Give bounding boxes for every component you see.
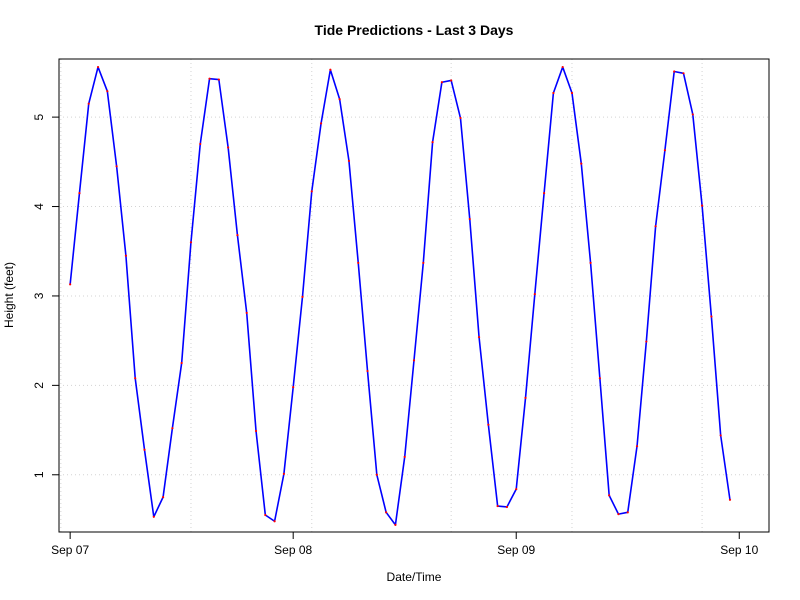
data-point [598,377,601,380]
data-point [366,369,369,373]
data-point [329,68,332,71]
data-point [115,165,118,168]
data-point [719,434,722,437]
data-point [143,448,146,451]
data-point [635,445,639,448]
data-point [385,511,388,514]
data-point [310,190,313,193]
y-tick-label: 2 [32,382,46,389]
data-point [570,91,574,95]
data-point [96,65,100,69]
data-point [459,116,462,120]
x-axis-label: Date/Time [387,570,442,584]
data-point [189,241,193,244]
chart-title: Tide Predictions - Last 3 Days [315,22,514,38]
data-point [69,283,72,286]
data-point [236,234,239,237]
plot-frame [58,58,770,533]
data-point [171,427,174,430]
series-line [69,66,731,526]
data-point [217,78,220,81]
data-point [654,225,657,228]
axis-layer: Sep 07 Sep 08 Sep 09 Sep 10 1 2 3 4 5 [32,113,759,557]
data-point [589,261,592,264]
data-point [626,511,629,514]
data-point [357,261,360,264]
data-point [227,146,230,149]
data-point [87,102,90,105]
data-point [468,217,471,221]
data-point [431,141,434,144]
data-point [673,70,676,73]
data-point [496,504,499,508]
data-point [78,192,81,195]
data-point [422,261,425,264]
x-tick-label: Sep 08 [274,543,312,557]
data-point [608,494,611,497]
data-point [264,513,267,517]
x-tick-label: Sep 10 [720,543,758,557]
y-tick-label: 4 [32,203,46,210]
data-point [533,293,536,296]
data-point [663,149,667,152]
data-point [319,122,323,125]
data-point [487,423,490,426]
data-point [710,315,713,318]
y-tick-label: 5 [32,113,46,120]
data-point [254,429,258,433]
data-point [524,396,527,399]
data-point [440,81,443,84]
data-point [338,98,341,101]
data-point [134,377,137,380]
y-axis-label: Height (feet) [2,262,16,328]
data-point [124,254,128,257]
data-point [161,496,165,499]
data-point [477,335,481,339]
data-point [728,498,732,501]
data-point [273,520,276,523]
data-point [180,361,183,365]
data-point [691,113,694,116]
data-point [375,473,378,476]
data-point [561,65,564,69]
data-point [450,79,453,82]
y-tick-label: 3 [32,292,46,299]
data-point [152,515,155,518]
data-point [412,359,416,362]
data-point [301,295,304,298]
data-point [106,90,109,93]
data-point [245,311,248,315]
data-point [403,455,406,458]
x-tick-label: Sep 09 [497,543,535,557]
data-point [282,472,285,475]
x-tick-label: Sep 07 [51,543,89,557]
data-point [580,162,583,165]
data-point [515,487,518,491]
data-point [617,513,620,516]
data-point [292,386,295,389]
grid-layer [59,59,769,532]
data-point [645,340,648,343]
data-point [199,142,202,146]
data-point [208,77,211,80]
data-point [543,192,546,195]
y-tick-label: 1 [32,471,46,478]
data-point [394,523,397,526]
data-point [682,72,685,75]
data-point [700,204,704,207]
data-point [347,159,351,163]
data-point [552,91,555,95]
series-layer [69,65,732,526]
data-point [505,505,509,509]
